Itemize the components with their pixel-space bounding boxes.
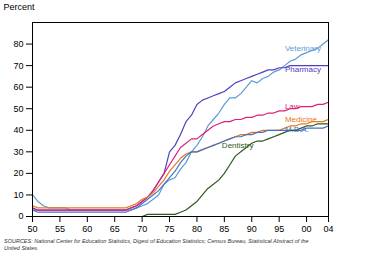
html-text:SOURCES: National Center for E: SOURCES: National Center for Education S… xyxy=(4,238,309,251)
svg-text:65: 65 xyxy=(110,224,120,234)
svg-text:55: 55 xyxy=(55,224,65,234)
svg-text:60: 60 xyxy=(82,224,92,234)
svg-text:Percent: Percent xyxy=(4,2,36,12)
svg-text:80: 80 xyxy=(192,224,202,234)
svg-text:Law: Law xyxy=(285,102,300,111)
svg-text:M.B.A.: M.B.A. xyxy=(285,125,309,134)
svg-text:60: 60 xyxy=(13,82,23,92)
svg-text:95: 95 xyxy=(274,224,284,234)
svg-text:04: 04 xyxy=(323,224,333,234)
svg-text:00: 00 xyxy=(302,224,312,234)
svg-text:20: 20 xyxy=(13,168,23,178)
svg-text:80: 80 xyxy=(13,39,23,49)
svg-text:70: 70 xyxy=(13,60,23,70)
svg-text:70: 70 xyxy=(137,224,147,234)
svg-text:30: 30 xyxy=(13,147,23,157)
svg-text:50: 50 xyxy=(27,224,37,234)
svg-text:40: 40 xyxy=(13,125,23,135)
svg-text:85: 85 xyxy=(219,224,229,234)
svg-text:50: 50 xyxy=(13,104,23,114)
svg-text:Dentistry: Dentistry xyxy=(222,141,254,150)
svg-text:Veterinary: Veterinary xyxy=(285,44,321,53)
svg-text:Pharmacy: Pharmacy xyxy=(285,65,321,74)
svg-text:75: 75 xyxy=(165,224,175,234)
svg-text:90: 90 xyxy=(247,224,257,234)
svg-text:Medicine: Medicine xyxy=(285,115,318,124)
svg-text:10: 10 xyxy=(13,190,23,200)
svg-text:0: 0 xyxy=(18,211,23,221)
